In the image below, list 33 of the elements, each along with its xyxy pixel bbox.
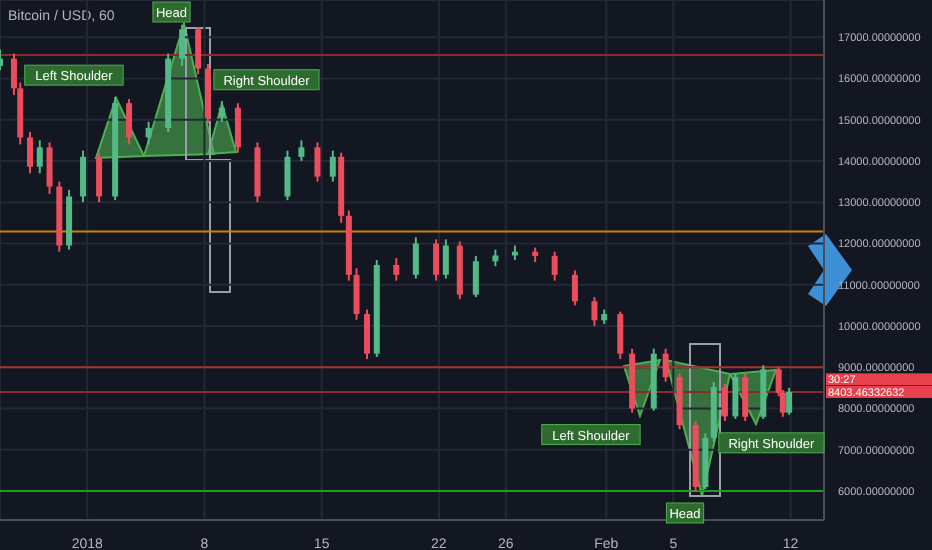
candlestick — [195, 25, 202, 76]
candlestick — [412, 236, 419, 280]
candlestick — [676, 372, 683, 431]
candlestick — [314, 141, 321, 183]
candlestick — [284, 149, 291, 202]
candlestick — [218, 100, 225, 123]
candlestick — [96, 151, 103, 204]
candlestick — [732, 372, 739, 420]
candlestick — [329, 149, 336, 183]
candlestick — [36, 139, 43, 175]
candlestick — [353, 267, 360, 321]
candlestick — [786, 386, 793, 416]
candlestick — [145, 120, 152, 146]
candlestick — [80, 149, 87, 204]
candlestick — [126, 98, 133, 146]
candlestick — [760, 364, 767, 420]
candlestick — [571, 269, 578, 307]
candlestick — [551, 250, 558, 282]
candlestick — [46, 141, 53, 195]
candlestick — [433, 238, 440, 282]
candlestick — [234, 102, 241, 154]
candlestick — [442, 238, 449, 280]
candlestick — [27, 131, 33, 175]
candlestick — [472, 254, 479, 299]
candlestick — [721, 382, 728, 422]
candlestick — [179, 23, 186, 68]
candlestick — [298, 139, 305, 162]
candlestick — [617, 310, 624, 361]
candlestick — [742, 372, 749, 422]
candlestick — [393, 256, 400, 282]
candlestick — [591, 296, 598, 328]
candlestick — [662, 347, 669, 383]
candlestick — [364, 308, 370, 361]
